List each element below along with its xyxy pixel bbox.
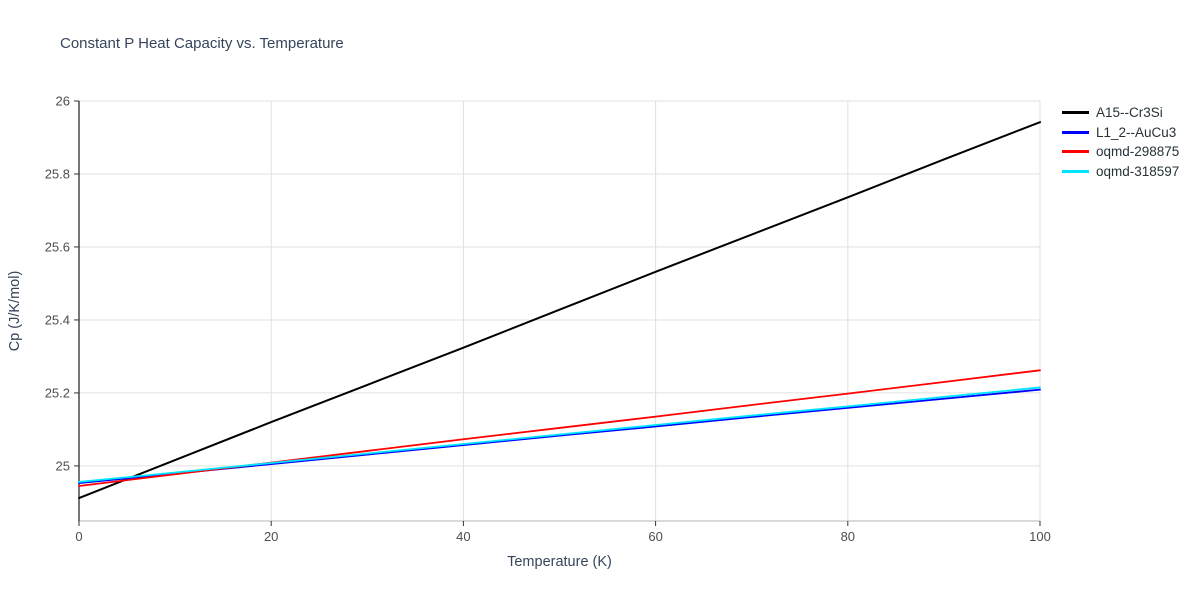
legend-line-swatch <box>1062 150 1089 154</box>
x-tick-label: 80 <box>841 529 855 544</box>
y-tick-label: 25 <box>56 458 70 473</box>
x-tick-label: 40 <box>456 529 470 544</box>
x-tick-label: 0 <box>75 529 82 544</box>
x-axis-label: Temperature (K) <box>507 554 612 570</box>
legend-item-oqmd-298875: oqmd-298875 <box>1062 142 1179 162</box>
legend-item-l1-2-aucu3: L1_2--AuCu3 <box>1062 123 1179 143</box>
legend-label: oqmd-298875 <box>1096 144 1180 160</box>
legend-line-swatch <box>1062 130 1089 134</box>
legend-item-oqmd-318597: oqmd-318597 <box>1062 162 1179 182</box>
y-tick-label: 25.6 <box>45 240 70 255</box>
legend-line-swatch <box>1062 111 1089 115</box>
legend-label: oqmd-318597 <box>1096 163 1180 179</box>
y-tick-label: 26 <box>56 94 70 109</box>
legend-label: A15--Cr3Si <box>1096 105 1163 121</box>
y-tick-label: 25.4 <box>45 312 70 327</box>
y-tick-label: 25.8 <box>45 167 70 182</box>
x-tick-label: 20 <box>264 529 278 544</box>
chart-legend: A15--Cr3Si L1_2--AuCu3 oqmd-298875 oqmd-… <box>1062 103 1179 181</box>
legend-item-a15-cr3si: A15--Cr3Si <box>1062 103 1179 123</box>
y-axis-label: Cp (J/K/mol) <box>7 270 23 352</box>
chart-title: Constant P Heat Capacity vs. Temperature <box>60 35 344 52</box>
x-tick-label: 60 <box>648 529 662 544</box>
x-tick-label: 100 <box>1029 529 1051 544</box>
legend-label: L1_2--AuCu3 <box>1096 124 1177 140</box>
legend-line-swatch <box>1062 169 1089 173</box>
series-line-A15--Cr3Si <box>78 121 1041 500</box>
y-tick-label: 25.2 <box>45 385 70 400</box>
series-line-oqmd-318597 <box>78 386 1041 483</box>
